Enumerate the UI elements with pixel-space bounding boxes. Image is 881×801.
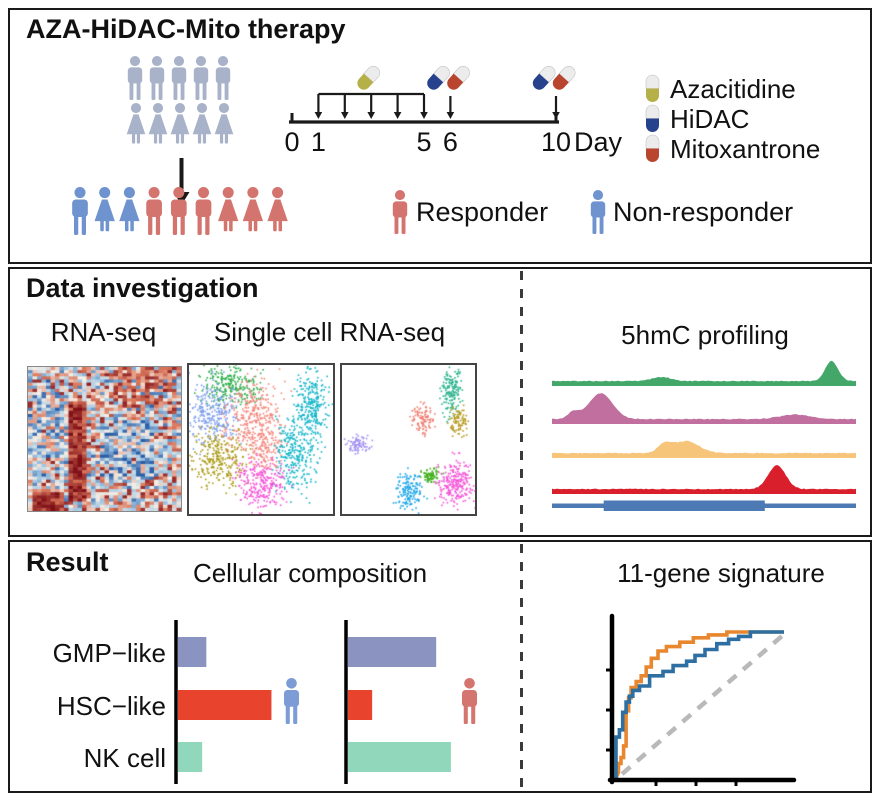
- responder-marker-icon: [461, 678, 478, 724]
- signal-track-0: [552, 360, 856, 386]
- male-person-icon: [215, 56, 231, 100]
- bar-NK cell: [178, 742, 203, 772]
- female-person-icon: [218, 187, 239, 232]
- signal-track-3: [552, 465, 856, 494]
- legend-item-hidac: HiDAC: [645, 104, 749, 134]
- panel3-divider: [520, 544, 523, 789]
- female-person-icon: [242, 187, 264, 232]
- panel-investigation-title: Data investigation: [26, 273, 259, 303]
- hidac-capsule-icon: [645, 104, 660, 132]
- capsule-icon: [532, 66, 556, 90]
- male-person-icon: [149, 56, 165, 100]
- responder-person-icon: [392, 190, 408, 234]
- legend-item-azacitidine: Azacitidine: [645, 74, 796, 104]
- male-person-icon: [590, 190, 606, 234]
- male-person-icon: [170, 187, 187, 235]
- capsule-icon: [447, 66, 470, 90]
- cellular-composition-responder: [344, 620, 451, 784]
- treatment-timeline: 0 1 5 6 10 Day: [284, 66, 623, 157]
- bar-HSC−like: [348, 690, 373, 720]
- timeline-day-5: 5: [416, 127, 431, 157]
- chance-diagonal: [620, 634, 784, 776]
- legend-item-mitoxantrone: Mitoxantrone: [645, 134, 820, 164]
- capsule-icon: [427, 66, 450, 90]
- timeline-day-6: 6: [443, 127, 458, 157]
- azacitidine-capsule-icon: [645, 74, 660, 102]
- bar-HSC−like: [178, 690, 272, 720]
- panel-therapy-title: AZA-HiDAC-Mito therapy: [26, 14, 346, 44]
- scrnaseq-label: Single cell RNA-seq: [213, 317, 446, 347]
- female-person-icon: [170, 103, 190, 144]
- male-person-icon: [193, 56, 209, 100]
- timeline-day-1: 1: [311, 127, 326, 157]
- bar-GMP−like: [348, 637, 437, 667]
- responder-nonresponder-row-icons: [72, 187, 288, 235]
- female-person-icon: [267, 187, 288, 232]
- responder-label: Responder: [416, 197, 549, 227]
- bar-GMP−like: [178, 637, 207, 667]
- female-person-icon: [119, 187, 140, 232]
- capsule-icon: [552, 66, 576, 90]
- male-person-icon: [195, 187, 212, 235]
- male-person-icon: [146, 187, 162, 235]
- bar-NK cell: [348, 742, 451, 772]
- umap-plot-sub: [340, 363, 477, 516]
- capsule-icon: [357, 66, 381, 90]
- male-person-icon: [171, 56, 187, 100]
- signal-track-2: [552, 440, 856, 458]
- azacitidine-label: Azacitidine: [670, 73, 796, 104]
- roc-curve-plot: [606, 613, 797, 786]
- female-person-icon: [192, 103, 212, 144]
- signal-track-1: [552, 393, 856, 424]
- panel-result-title: Result: [26, 547, 109, 577]
- female-person-icon: [94, 187, 115, 232]
- cellular-composition-non-responder: [174, 620, 272, 784]
- roc-curve-blue: [614, 630, 784, 778]
- timeline-day-0: 0: [284, 127, 299, 157]
- hidac-label: HiDAC: [670, 103, 750, 134]
- category-label-gmp: GMP−like: [52, 638, 166, 668]
- category-label-nk: NK cell: [83, 743, 166, 773]
- non-responder-person-icon: [590, 190, 606, 234]
- mitoxantrone-capsule-icon: [645, 134, 660, 162]
- male-person-icon: [392, 190, 408, 234]
- category-label-hsc: HSC−like: [56, 691, 166, 721]
- timeline-day-10: 10: [541, 127, 571, 157]
- non-responder-label: Non-responder: [613, 197, 794, 227]
- non-responder-marker-icon: [283, 678, 300, 724]
- cellular-composition-bar-charts: [174, 620, 478, 784]
- rnaseq-heatmap: [27, 366, 182, 512]
- 5hmc-coverage-tracks: [552, 360, 856, 511]
- female-person-icon: [214, 103, 234, 144]
- gene-signature-title: 11-gene signature: [617, 558, 825, 588]
- panel2-divider: [520, 271, 523, 533]
- roc-curve-orange: [614, 630, 784, 779]
- mitoxantrone-label: Mitoxantrone: [670, 133, 821, 164]
- male-person-icon: [72, 187, 88, 235]
- hmc-profiling-label: 5hmC profiling: [621, 320, 789, 350]
- umap-plot-main: [187, 363, 335, 516]
- female-person-icon: [148, 103, 168, 144]
- rnaseq-label: RNA-seq: [50, 317, 157, 347]
- female-person-icon: [126, 103, 146, 144]
- timeline-axis-label: Day: [574, 127, 623, 157]
- patient-cohort-icons: [126, 56, 234, 144]
- male-person-icon: [127, 56, 143, 100]
- cellular-composition-title: Cellular composition: [192, 558, 428, 588]
